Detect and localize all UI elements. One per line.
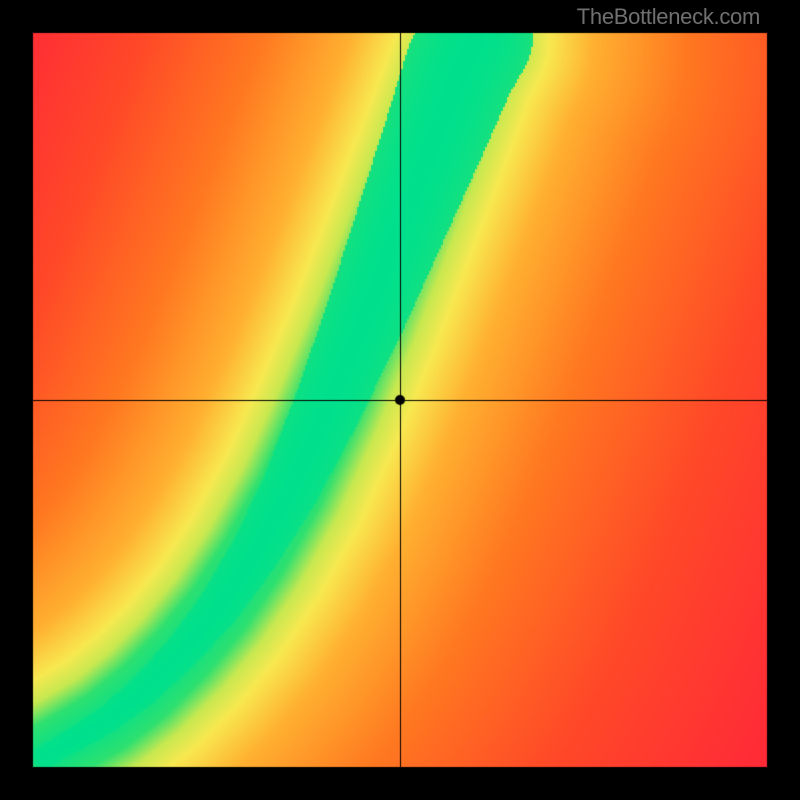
attribution-text: TheBottleneck.com bbox=[577, 4, 760, 30]
heatmap-canvas bbox=[0, 0, 800, 800]
chart-container: { "attribution": { "text": "TheBottlenec… bbox=[0, 0, 800, 800]
